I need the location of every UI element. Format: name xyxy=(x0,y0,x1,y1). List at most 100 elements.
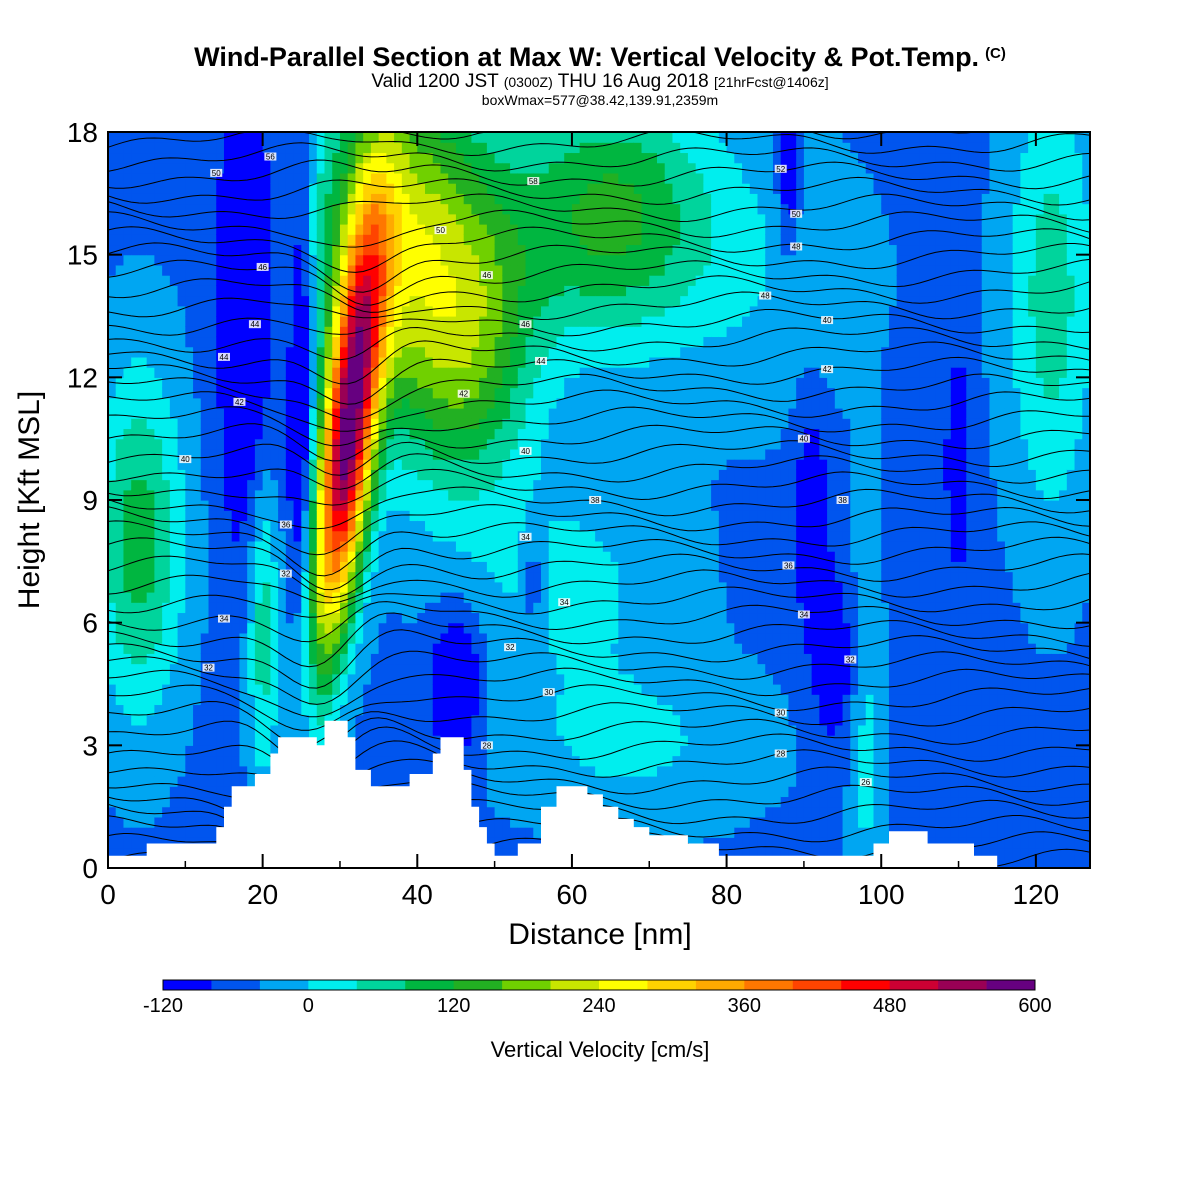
field-cell xyxy=(486,673,496,685)
field-cell xyxy=(548,520,558,532)
field-cell xyxy=(239,295,248,307)
field-cell xyxy=(610,275,619,286)
field-cell xyxy=(108,694,117,706)
field-cell xyxy=(231,510,241,522)
field-cell xyxy=(556,377,565,389)
field-cell xyxy=(587,530,596,542)
field-cell xyxy=(355,428,364,440)
field-cell xyxy=(571,305,581,317)
field-cell xyxy=(641,714,650,726)
field-cell xyxy=(301,408,310,419)
field-cell xyxy=(108,776,117,787)
field-cell xyxy=(208,275,217,286)
field-cell xyxy=(463,132,473,143)
field-cell xyxy=(108,489,117,501)
field-cell xyxy=(564,724,573,736)
field-cell xyxy=(455,408,465,419)
field-cell xyxy=(425,459,434,470)
field-cell xyxy=(533,510,542,522)
field-cell xyxy=(587,684,596,695)
field-cell xyxy=(587,142,596,154)
field-cell xyxy=(370,704,380,716)
field-cell xyxy=(602,193,612,205)
field-cell xyxy=(517,213,527,225)
field-cell xyxy=(185,694,194,706)
field-cell xyxy=(138,622,148,634)
field-cell xyxy=(223,745,233,757)
field-cell xyxy=(123,264,132,276)
field-cell xyxy=(146,500,155,511)
field-cell xyxy=(510,796,519,808)
field-cell xyxy=(185,816,194,828)
field-cell xyxy=(108,254,117,266)
field-cell xyxy=(193,489,202,501)
field-cell xyxy=(185,172,194,184)
field-cell xyxy=(494,622,503,634)
field-cell xyxy=(502,581,511,593)
field-cell xyxy=(216,724,225,736)
field-cell xyxy=(223,489,233,501)
field-cell xyxy=(247,172,256,184)
field-cell xyxy=(239,724,248,736)
field-cell xyxy=(162,806,171,818)
field-cell xyxy=(595,551,604,562)
field-cell xyxy=(502,264,511,276)
field-cell xyxy=(332,561,341,573)
field-cell xyxy=(626,213,635,225)
field-cell xyxy=(193,561,202,573)
field-cell xyxy=(108,561,117,573)
field-cell xyxy=(332,581,341,593)
field-cell xyxy=(626,336,635,348)
field-cell xyxy=(363,254,372,266)
field-cell xyxy=(347,142,357,154)
field-cell xyxy=(247,152,256,164)
field-cell xyxy=(123,387,132,399)
field-cell xyxy=(533,837,542,849)
field-cell xyxy=(108,387,117,399)
field-cell xyxy=(239,254,248,266)
field-cell xyxy=(510,264,519,276)
field-cell xyxy=(463,224,473,235)
field-cell xyxy=(370,336,380,348)
field-cell xyxy=(370,448,380,460)
field-cell xyxy=(440,622,449,634)
field-cell xyxy=(579,520,588,532)
field-cell xyxy=(386,234,395,246)
field-cell xyxy=(223,724,233,736)
field-cell xyxy=(270,694,279,706)
field-cell xyxy=(370,592,380,603)
field-cell xyxy=(162,295,171,307)
field-cell xyxy=(262,489,271,501)
field-cell xyxy=(185,418,194,430)
field-cell xyxy=(610,356,619,368)
field-cell xyxy=(448,489,457,501)
field-cell xyxy=(301,632,310,644)
field-cell xyxy=(626,408,635,419)
field-cell xyxy=(293,142,302,154)
field-cell xyxy=(355,500,364,511)
field-cell xyxy=(285,551,295,562)
field-cell xyxy=(564,397,573,409)
field-cell xyxy=(432,684,442,695)
field-cell xyxy=(162,663,171,675)
field-cell xyxy=(363,724,372,736)
field-cell xyxy=(494,827,503,838)
field-cell xyxy=(525,520,534,532)
field-cell xyxy=(208,367,217,378)
field-cell xyxy=(579,735,588,746)
field-cell xyxy=(571,479,581,491)
field-cell xyxy=(278,622,287,634)
field-cell xyxy=(448,438,457,450)
field-cell xyxy=(618,622,627,634)
field-cell xyxy=(162,724,171,736)
field-cell xyxy=(556,264,565,276)
field-cell xyxy=(548,152,558,164)
field-cell xyxy=(339,336,349,348)
field-cell xyxy=(247,735,256,746)
field-cell xyxy=(239,275,248,286)
field-cell xyxy=(200,254,210,266)
field-cell xyxy=(455,653,465,665)
field-cell xyxy=(216,377,225,389)
field-cell xyxy=(455,275,465,286)
field-cell xyxy=(533,295,542,307)
